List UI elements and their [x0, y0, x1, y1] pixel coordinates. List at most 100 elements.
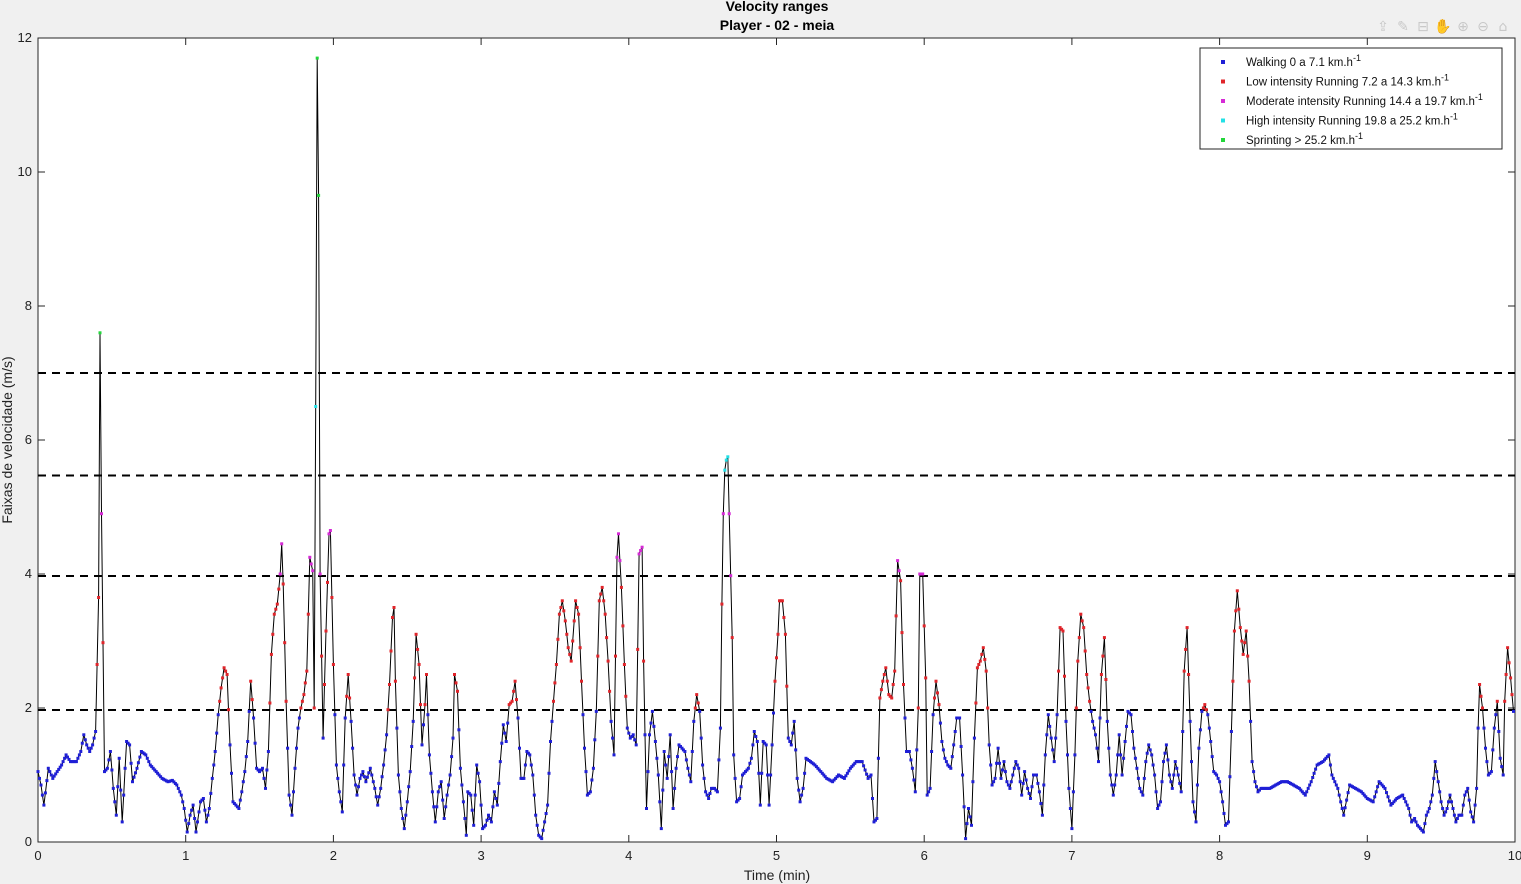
data-point — [269, 652, 273, 656]
data-point — [456, 689, 459, 693]
data-point — [1136, 776, 1140, 780]
data-point — [538, 835, 542, 839]
data-point — [1438, 790, 1442, 794]
data-point — [408, 770, 412, 774]
x-tick-label: 6 — [921, 848, 928, 863]
data-point — [237, 807, 241, 810]
data-point — [572, 619, 576, 623]
data-point — [822, 773, 826, 777]
data-point — [509, 701, 513, 705]
data-point — [231, 800, 235, 804]
data-point — [609, 719, 613, 723]
export-icon[interactable]: ⇪ — [1377, 19, 1389, 35]
data-point — [256, 768, 260, 772]
data-point — [1210, 755, 1214, 759]
data-point — [1478, 683, 1482, 686]
data-point — [1408, 813, 1412, 817]
data-point — [1324, 756, 1328, 760]
data-point — [249, 679, 253, 683]
data-point — [1330, 773, 1334, 777]
brush-icon[interactable]: ✎ — [1397, 19, 1409, 35]
data-point — [624, 694, 628, 698]
x-tick-label: 0 — [34, 848, 41, 863]
data-point — [1246, 654, 1250, 658]
data-point — [489, 820, 493, 824]
data-point — [1345, 798, 1349, 802]
data-point — [693, 706, 697, 710]
data-point — [388, 683, 391, 686]
data-point — [377, 795, 381, 799]
data-point — [1160, 780, 1164, 784]
zoom-in-icon[interactable]: ⊕ — [1457, 19, 1469, 35]
data-point — [525, 750, 529, 753]
home-icon[interactable]: ⌂ — [1498, 19, 1508, 35]
data-point — [965, 822, 969, 826]
data-point — [715, 790, 719, 794]
data-point — [636, 647, 640, 651]
data-point — [922, 624, 926, 628]
data-point — [1122, 756, 1126, 760]
data-point — [600, 585, 604, 589]
data-point — [1385, 791, 1388, 795]
data-point — [175, 783, 179, 787]
data-point — [1222, 812, 1226, 815]
data-point — [730, 636, 734, 640]
data-point — [478, 780, 482, 784]
data-point — [370, 773, 374, 777]
data-point — [1074, 706, 1078, 710]
data-point — [515, 698, 518, 702]
data-point — [184, 818, 188, 822]
data-point — [916, 706, 920, 710]
data-point — [1382, 785, 1385, 789]
data-point — [665, 776, 669, 780]
data-point — [361, 770, 365, 774]
data-point — [240, 790, 244, 794]
data-point — [227, 708, 230, 712]
data-point — [435, 805, 439, 809]
data-point — [890, 696, 894, 700]
data-point — [720, 602, 724, 606]
data-point — [1035, 773, 1038, 777]
data-point — [992, 780, 996, 784]
data-point — [1250, 760, 1254, 764]
data-point — [702, 776, 706, 780]
data-point — [673, 786, 677, 790]
data-point — [1501, 773, 1505, 777]
data-point — [287, 793, 291, 797]
data-point — [872, 820, 876, 824]
data-point — [439, 780, 443, 784]
legend-box — [1199, 47, 1503, 150]
data-point — [642, 659, 646, 663]
data-point — [506, 721, 510, 725]
data-point — [1339, 800, 1343, 804]
data-point — [1083, 649, 1087, 653]
data-point — [1073, 753, 1077, 757]
data-point — [882, 673, 886, 676]
data-point — [1479, 694, 1483, 698]
data-point — [323, 683, 326, 686]
legend-entry-label: Moderate intensity Running 14.4 a 19.7 k… — [1246, 96, 1475, 108]
data-point — [1135, 766, 1139, 770]
data-point — [1380, 783, 1384, 787]
zoom-out-icon[interactable]: ⊖ — [1477, 19, 1489, 35]
data-point — [427, 753, 431, 757]
pan-icon[interactable]: ✋ — [1434, 19, 1452, 35]
datatip-icon[interactable]: ⊟ — [1417, 19, 1429, 35]
data-point — [741, 773, 744, 777]
data-point — [1460, 813, 1464, 817]
data-point — [383, 748, 387, 752]
data-point — [887, 693, 891, 697]
data-point — [391, 616, 394, 619]
data-point — [915, 748, 919, 752]
data-point — [1510, 693, 1514, 697]
data-point — [578, 646, 582, 650]
data-point — [1475, 786, 1479, 790]
data-point — [188, 813, 192, 817]
data-point — [154, 770, 158, 774]
data-point — [603, 612, 607, 616]
data-point — [565, 632, 569, 636]
data-point — [1181, 730, 1185, 733]
data-point — [246, 740, 250, 743]
data-point — [879, 688, 883, 692]
data-point — [989, 763, 993, 767]
